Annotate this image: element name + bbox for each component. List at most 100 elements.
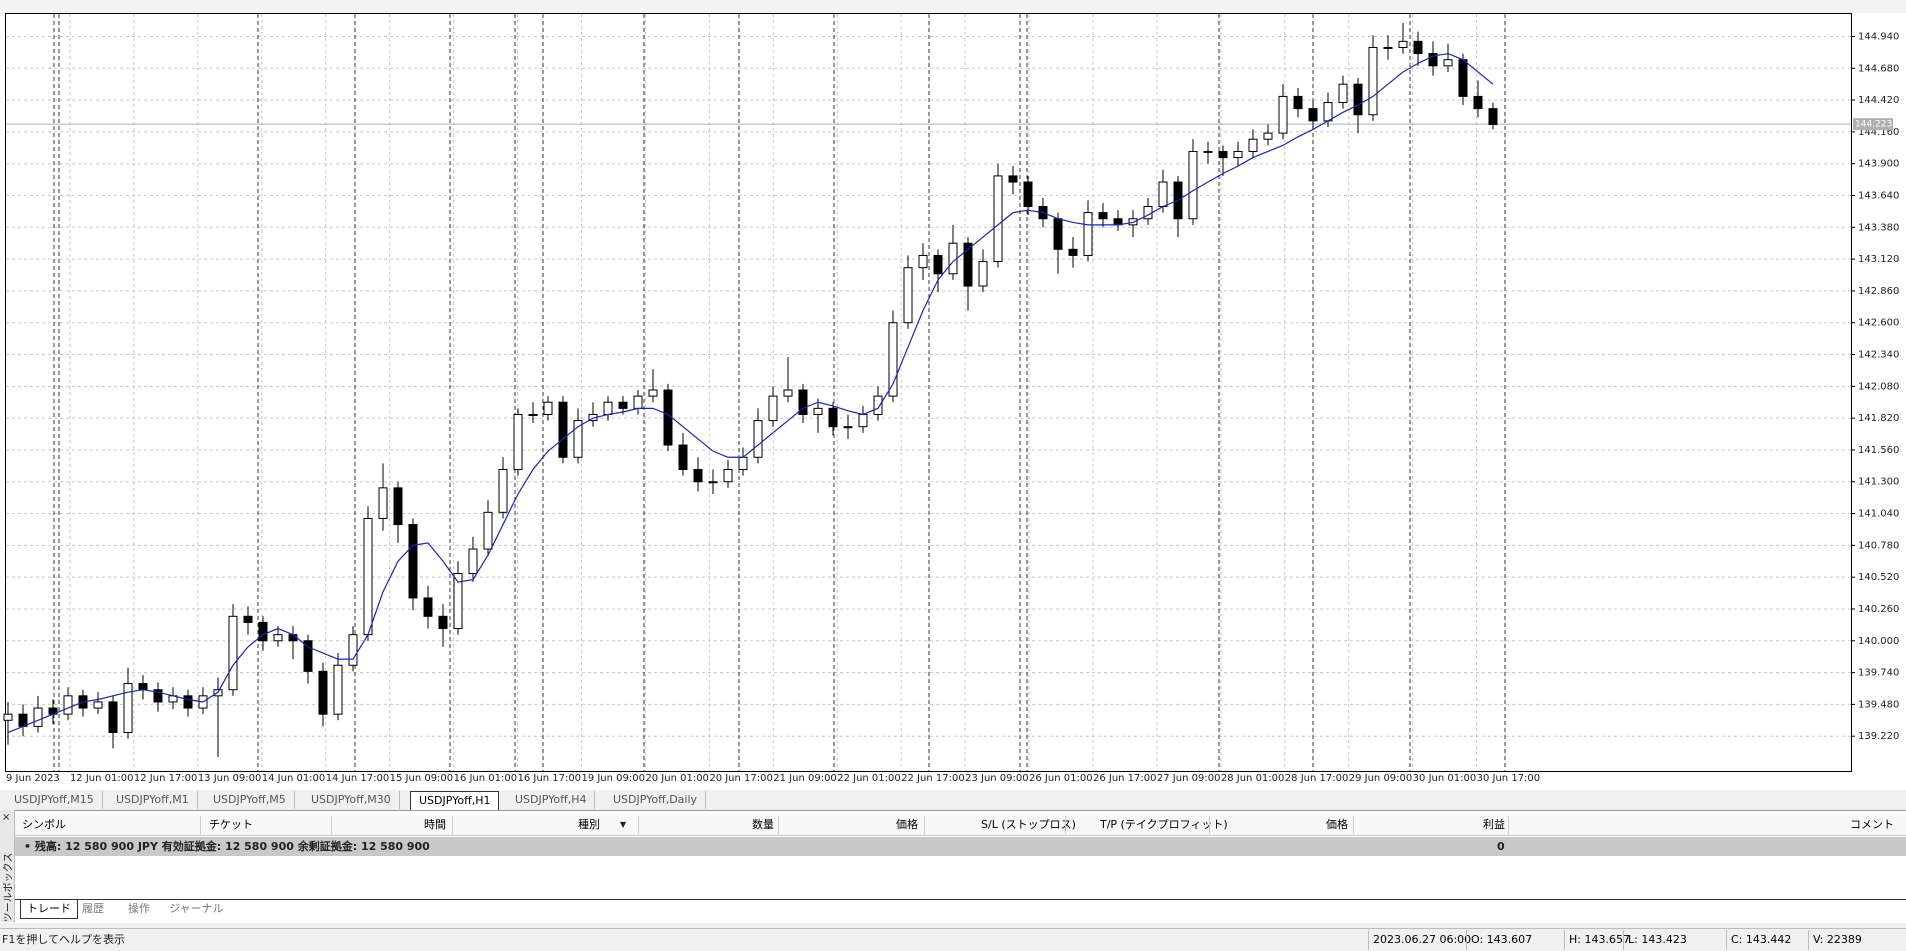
candle-body	[558, 401, 568, 458]
candle-body	[3, 713, 13, 721]
candle-body	[1323, 102, 1333, 122]
column-separator	[1065, 816, 1066, 834]
column-header[interactable]: 価格	[1326, 818, 1348, 831]
candle-body	[528, 413, 538, 416]
x-tick-label: 14 Jun 17:00	[326, 773, 390, 784]
chart-tab[interactable]: USDJPYoff,M1	[108, 791, 198, 809]
y-tick-label: 139.480	[1858, 699, 1899, 710]
column-header[interactable]: シンボル	[22, 818, 66, 831]
candle-body	[1098, 212, 1108, 220]
y-tick-label: 143.640	[1858, 190, 1899, 201]
column-separator	[200, 816, 201, 834]
y-tick-label: 141.560	[1858, 445, 1899, 456]
terminal-tab[interactable]: トレード	[20, 900, 78, 919]
status-help: F1を押してヘルプを表示	[2, 933, 125, 946]
y-tick-label: 144.940	[1858, 31, 1899, 42]
moving-average	[7, 52, 1494, 734]
y-tick-label: 142.600	[1858, 318, 1899, 329]
candle-body	[363, 517, 373, 636]
column-header[interactable]: 時間	[424, 818, 446, 831]
x-tick-label: 20 Jun 01:00	[645, 773, 709, 784]
profit: 0	[1497, 840, 1505, 853]
x-tick-label: 22 Jun 17:00	[901, 773, 965, 784]
column-header[interactable]: チケット	[209, 818, 253, 831]
candle-body	[273, 634, 283, 642]
candle-body	[648, 389, 658, 397]
current-price-box	[1853, 118, 1893, 131]
candle-body	[993, 175, 1003, 263]
x-tick-label: 26 Jun 17:00	[1093, 773, 1157, 784]
column-header[interactable]: 数量	[752, 818, 774, 831]
status-close: C: 143.442	[1726, 930, 1791, 950]
x-tick-label: 28 Jun 17:00	[1285, 773, 1349, 784]
y-tick-label: 144.160	[1858, 127, 1899, 138]
close-button[interactable]: ×	[2, 812, 11, 823]
column-separator	[638, 816, 639, 834]
chart-tab[interactable]: USDJPYoff,M15	[6, 791, 103, 809]
candle-body	[843, 426, 853, 429]
candle-body	[543, 401, 553, 415]
candle-body	[633, 395, 643, 409]
column-separator	[778, 816, 779, 834]
candle-body	[453, 572, 463, 630]
y-tick-label: 142.860	[1858, 286, 1899, 297]
chart-tab[interactable]: USDJPYoff,M30	[303, 791, 400, 809]
column-separator	[331, 816, 332, 834]
candle-body	[108, 701, 118, 734]
candle-body	[1053, 218, 1063, 250]
column-header[interactable]: S/L (ストップロス)	[981, 818, 1076, 831]
candle-body	[858, 413, 868, 428]
column-header[interactable]: 種別	[578, 818, 600, 831]
candle-body	[903, 267, 913, 324]
x-tick-label: 22 Jun 01:00	[837, 773, 901, 784]
candle-body	[1188, 150, 1198, 220]
y-tick-label: 143.120	[1858, 254, 1899, 265]
column-separator	[1209, 816, 1210, 834]
candle-body	[678, 444, 688, 471]
current-price-label: 144.223	[1855, 120, 1892, 130]
column-header[interactable]: 利益	[1483, 818, 1505, 831]
table-header	[15, 815, 1906, 836]
candle-body	[33, 707, 43, 727]
candle-body	[708, 481, 718, 484]
candle-body	[1308, 108, 1318, 122]
candle-body	[333, 664, 343, 715]
candle-body	[603, 401, 613, 415]
x-tick-label: 29 Jun 09:00	[1349, 773, 1413, 784]
column-header[interactable]: コメント	[1850, 818, 1894, 831]
chart-tab[interactable]: USDJPYoff,H1	[410, 791, 500, 810]
x-tick-label: 16 Jun 17:00	[518, 773, 582, 784]
x-tick-label: 28 Jun 01:00	[1221, 773, 1285, 784]
y-tick-label: 143.380	[1858, 222, 1899, 233]
candle-body	[288, 634, 298, 642]
candle-body	[798, 389, 808, 415]
column-header[interactable]: 価格	[896, 818, 918, 831]
terminal-tab[interactable]: ジャーナル	[169, 902, 224, 915]
y-tick-label: 140.000	[1858, 636, 1899, 647]
chart-tab[interactable]: USDJPYoff,H4	[507, 791, 596, 809]
candle-body	[123, 683, 133, 734]
y-tick-label: 141.040	[1858, 509, 1899, 520]
column-header[interactable]: T/P (テイクプロフィット)	[1100, 818, 1228, 831]
candle-body	[1008, 175, 1018, 183]
terminal-tab[interactable]: 履歴	[82, 902, 104, 915]
chart-tab[interactable]: USDJPYoff,M5	[205, 791, 295, 809]
terminal-tab[interactable]: 操作	[128, 902, 150, 915]
x-tick-label: 21 Jun 09:00	[773, 773, 837, 784]
chart-tab[interactable]: USDJPYoff,Daily	[605, 791, 707, 809]
x-tick-label: 13 Jun 09:00	[198, 773, 262, 784]
candle-body	[243, 615, 253, 623]
candle-body	[1443, 59, 1453, 67]
candle-body	[1338, 83, 1348, 104]
status-high: H: 143.657	[1564, 930, 1630, 950]
candle-body	[183, 695, 193, 709]
candle-body	[498, 469, 508, 513]
x-tick-label: 20 Jun 17:00	[709, 773, 773, 784]
status-open: O: 143.607	[1466, 930, 1532, 950]
candle-body	[303, 640, 313, 672]
candle-body	[693, 469, 703, 483]
y-tick-label: 141.300	[1858, 477, 1899, 488]
candle-body	[483, 511, 493, 550]
candle-body	[723, 469, 733, 483]
